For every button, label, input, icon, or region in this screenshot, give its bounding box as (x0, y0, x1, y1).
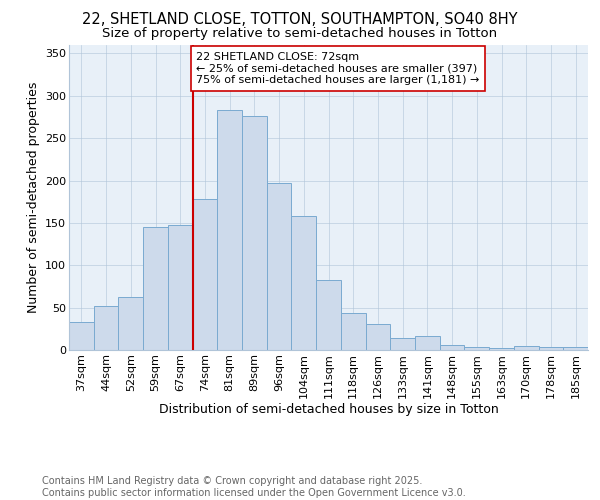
Bar (118, 298, 143, 350)
Bar (464, 346, 489, 350)
Bar (316, 280, 341, 350)
Bar (168, 226, 193, 350)
Bar (365, 324, 390, 350)
Y-axis label: Number of semi-detached properties: Number of semi-detached properties (26, 82, 40, 313)
Bar (489, 348, 514, 350)
Bar (341, 312, 365, 350)
Text: Contains HM Land Registry data © Crown copyright and database right 2025.
Contai: Contains HM Land Registry data © Crown c… (42, 476, 466, 498)
Bar (514, 346, 539, 350)
Text: Size of property relative to semi-detached houses in Totton: Size of property relative to semi-detach… (103, 28, 497, 40)
Bar (94, 306, 118, 350)
Bar (69, 322, 94, 350)
Bar (390, 338, 415, 350)
Text: 22, SHETLAND CLOSE, TOTTON, SOUTHAMPTON, SO40 8HY: 22, SHETLAND CLOSE, TOTTON, SOUTHAMPTON,… (82, 12, 518, 28)
Text: 22 SHETLAND CLOSE: 72sqm
← 25% of semi-detached houses are smaller (397)
75% of : 22 SHETLAND CLOSE: 72sqm ← 25% of semi-d… (196, 52, 479, 85)
X-axis label: Distribution of semi-detached houses by size in Totton: Distribution of semi-detached houses by … (158, 404, 499, 416)
Bar (563, 348, 588, 350)
Bar (415, 336, 440, 350)
Bar (292, 216, 316, 350)
Bar (242, 116, 267, 350)
Bar (217, 110, 242, 350)
Bar (193, 199, 217, 350)
Bar (143, 227, 168, 350)
Bar (539, 346, 563, 350)
Bar (440, 345, 464, 350)
Bar (267, 183, 292, 350)
